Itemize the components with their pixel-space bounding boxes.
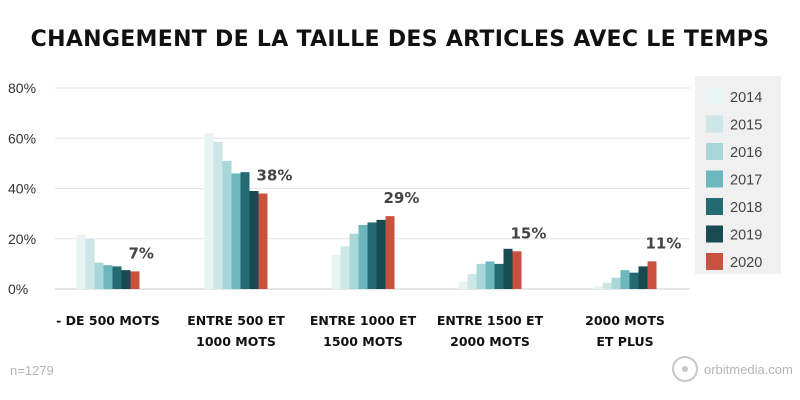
category-label: ENTRE 1000 ET [310, 313, 417, 328]
bar-2018 [240, 172, 250, 289]
category-label: 1000 MOTS [196, 334, 276, 349]
bar-2017 [103, 265, 113, 289]
bars [76, 133, 657, 289]
legend-label: 2016 [730, 145, 762, 161]
legend-label: 2019 [730, 228, 762, 244]
bar-2020 [512, 251, 522, 289]
chart-title: CHANGEMENT DE LA TAILLE DES ARTICLES AVE… [31, 27, 770, 52]
bar-2016 [611, 277, 621, 289]
bar-2016 [94, 262, 104, 289]
sample-size-note: n=1279 [10, 363, 54, 378]
y-tick-label: 60% [8, 130, 36, 146]
bar-2020 [258, 193, 268, 289]
legend-label: 2017 [730, 173, 762, 189]
bar-2017 [358, 224, 368, 289]
bar-2020 [130, 271, 140, 289]
bar-2015 [340, 246, 350, 289]
bar-2019 [638, 266, 648, 289]
legend: 2014 2015 2016 2017 2018 2019 2020 [695, 76, 781, 274]
data-labels: 7% 38% 29% 15% 11% [129, 167, 682, 263]
bar-2015 [467, 273, 477, 289]
bar-2017 [620, 270, 630, 289]
bar-2014 [458, 281, 468, 289]
category-label: - DE 500 MOTS [56, 313, 160, 328]
bar-2019 [503, 248, 513, 289]
brand-name: orbitmedia.com [704, 362, 793, 377]
legend-label: 2014 [730, 90, 762, 106]
legend-swatch [706, 170, 723, 188]
category-label: 2000 MOTS [450, 334, 530, 349]
legend-swatch [706, 88, 723, 105]
bar-2014 [76, 234, 86, 289]
category-label: ENTRE 1500 ET [437, 313, 544, 328]
bar-2017 [485, 261, 495, 289]
bar-2019 [376, 219, 386, 289]
bar-2014 [204, 133, 214, 289]
bar-2016 [476, 263, 486, 289]
bar-2020 [385, 216, 395, 289]
bar-2015 [602, 282, 612, 289]
legend-swatch [706, 198, 723, 215]
bar-2020 [647, 261, 657, 289]
category-labels: - DE 500 MOTS ENTRE 500 ET 1000 MOTS ENTRE … [56, 313, 665, 349]
bar-2017 [231, 173, 241, 289]
data-label: 15% [511, 224, 547, 242]
category-label: 2000 MOTS [585, 313, 665, 328]
bar-2019 [249, 191, 259, 289]
orbit-logo-icon [672, 356, 698, 382]
data-label: 38% [257, 167, 293, 185]
bar-2015 [85, 238, 95, 289]
y-tick-label: 40% [8, 181, 36, 197]
bar-2018 [494, 263, 504, 289]
y-tick-label: 20% [8, 231, 36, 247]
category-label: ENTRE 500 ET [187, 313, 285, 328]
bar-2016 [222, 160, 232, 289]
data-label: 11% [646, 234, 682, 252]
bar-2015 [213, 142, 223, 289]
legend-swatch [706, 115, 723, 133]
legend-label: 2018 [730, 200, 762, 216]
legend-swatch [706, 225, 723, 243]
bar-2016 [349, 233, 359, 289]
category-label: 1500 MOTS [323, 334, 403, 349]
legend-swatch [706, 143, 723, 160]
data-label: 7% [129, 244, 154, 262]
data-label: 29% [384, 189, 420, 207]
bar-2019 [121, 270, 131, 289]
legend-label: 2020 [730, 255, 762, 271]
bar-2014 [593, 286, 603, 289]
bar-2018 [629, 272, 639, 289]
gridlines [55, 87, 690, 290]
y-tick-label: 0% [8, 281, 28, 297]
category-label: ET PLUS [596, 334, 653, 349]
y-tick-label: 80% [8, 80, 36, 96]
legend-swatch [706, 253, 723, 270]
bar-2014 [331, 255, 341, 289]
bar-2018 [367, 222, 377, 289]
legend-label: 2015 [730, 118, 762, 134]
bar-2018 [112, 266, 122, 289]
y-axis-ticks: 0% 20% 40% 60% 80% [8, 80, 36, 297]
logo-dot [682, 366, 688, 372]
logo-ring [672, 356, 698, 382]
